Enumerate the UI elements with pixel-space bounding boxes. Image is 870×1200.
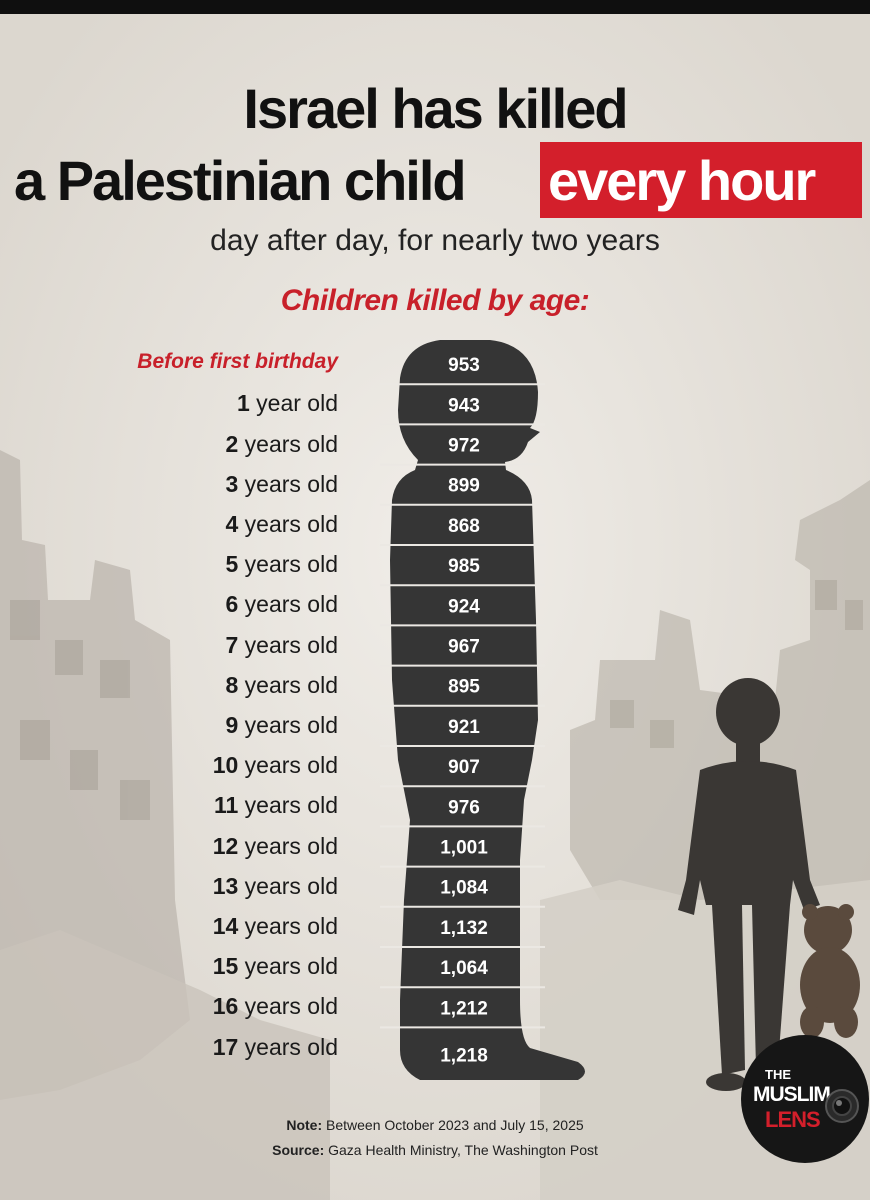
value-label: 976 (448, 797, 480, 818)
value-label: 953 (448, 355, 480, 376)
title-line-2: a Palestinian child (14, 149, 467, 212)
source-label: Source: (272, 1142, 325, 1158)
source-line: Source: Gaza Health Ministry, The Washin… (0, 1142, 870, 1158)
age-label: 9 years old (225, 711, 338, 738)
top-bar (0, 0, 870, 14)
value-label: 1,084 (440, 878, 488, 899)
age-label: 17 years old (212, 1033, 338, 1060)
logo-line-3: LENS (765, 1107, 821, 1132)
logo-line-1: THE (765, 1067, 791, 1082)
age-label: 2 years old (225, 430, 338, 457)
age-label: 15 years old (212, 953, 338, 980)
value-label: 899 (448, 476, 480, 497)
title-highlight-box (540, 142, 862, 218)
title-line-1: Israel has killed (243, 77, 628, 140)
teddy-bear (800, 904, 860, 1038)
value-label: 1,218 (440, 1046, 488, 1067)
age-label: 11 years old (213, 792, 338, 819)
age-label: 12 years old (212, 832, 338, 859)
title-highlight: every hour (548, 149, 816, 212)
age-label: 3 years old (225, 470, 338, 497)
value-label: 1,212 (440, 998, 488, 1019)
value-label: 943 (448, 395, 480, 416)
value-label: 985 (448, 556, 480, 577)
age-label: 6 years old (225, 591, 338, 618)
note-label: Note: (286, 1117, 323, 1133)
age-label: 5 years old (225, 551, 338, 578)
value-labels: 953 943 972 899 868 985 924 967 895 921 907 976 1,00… (440, 355, 488, 1066)
value-label: 924 (448, 596, 480, 617)
value-label: 921 (448, 717, 480, 738)
value-label: 967 (448, 637, 480, 658)
value-label: 1,132 (440, 918, 488, 939)
value-label: 1,064 (440, 958, 488, 979)
section-title: Children killed by age: (280, 284, 590, 317)
age-label: 16 years old (212, 993, 338, 1020)
child-silhouette (390, 340, 585, 1080)
note-line: Note: Between October 2023 and July 15, … (0, 1117, 870, 1133)
value-label: 972 (448, 436, 480, 457)
subtitle: day after day, for nearly two years (210, 224, 660, 257)
source-text: Gaza Health Ministry, The Washington Pos… (328, 1142, 598, 1158)
muslim-lens-logo: THE MUSLIM LENS (741, 1035, 869, 1163)
age-label: 14 years old (212, 912, 338, 939)
value-label: 868 (448, 516, 480, 537)
value-label: 1,001 (440, 838, 488, 859)
age-label: Before first birthday (137, 350, 338, 374)
child-figure (678, 678, 820, 1091)
note-text: Between October 2023 and July 15, 2025 (326, 1117, 584, 1133)
segment-dividers (380, 383, 545, 1029)
value-label: 907 (448, 757, 480, 778)
age-label: 1 year old (236, 390, 338, 417)
age-label: 10 years old (212, 752, 338, 779)
value-label: 895 (448, 677, 480, 698)
camera-lens-icon (825, 1089, 859, 1123)
age-label: 4 years old (225, 510, 338, 537)
age-label: 13 years old (212, 872, 338, 899)
logo-line-2: MUSLIM (753, 1083, 831, 1106)
age-label: 8 years old (225, 671, 338, 698)
age-label: 7 years old (225, 631, 338, 658)
